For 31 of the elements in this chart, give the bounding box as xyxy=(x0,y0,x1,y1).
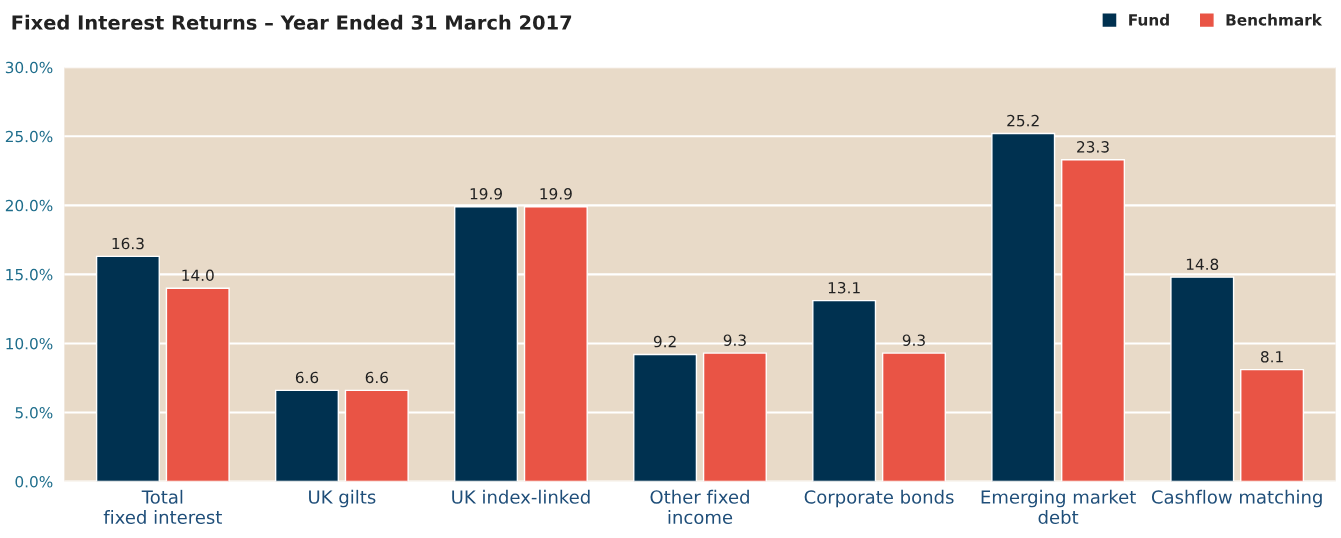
x-tick-label: UK gilts xyxy=(309,489,376,508)
y-tick-label: 10.0% xyxy=(6,337,53,350)
data-label: 25.2 xyxy=(1007,114,1039,127)
y-tick-label: 20.0% xyxy=(5,199,53,212)
y-tick-label: 0.0% xyxy=(15,475,53,488)
y-tick-label: 5.0% xyxy=(15,406,53,419)
x-tick-label: Total fixed interest xyxy=(103,489,222,525)
chart-title: Fixed Interest Returns – Year Ended 31 March 2017 xyxy=(12,14,572,30)
x-tick-label: Cashflow matching xyxy=(1151,489,1322,508)
x-tick-label: Other fixed income xyxy=(650,489,749,525)
x-tick-label: Corporate bonds xyxy=(804,489,954,508)
data-label: 19.9 xyxy=(540,188,572,200)
data-label: 8.1 xyxy=(1260,350,1283,363)
data-label: 9.3 xyxy=(902,334,925,346)
y-tick-label: 15.0% xyxy=(6,268,53,281)
data-label: 9.3 xyxy=(723,334,746,346)
data-label: 6.6 xyxy=(295,371,319,384)
data-label: 13.1 xyxy=(828,281,860,294)
y-tick-label: 30.0% xyxy=(5,61,53,74)
y-tick-label: 25.0% xyxy=(5,130,53,143)
x-tick-label: Emerging market debt xyxy=(981,489,1136,525)
data-label: 9.2 xyxy=(653,335,676,348)
x-tick-label: UK index-linked xyxy=(452,489,590,504)
data-label: 6.6 xyxy=(365,371,388,384)
data-label: 16.3 xyxy=(112,237,144,250)
data-label: 23.3 xyxy=(1077,141,1109,153)
data-label: 19.9 xyxy=(470,188,502,200)
data-label: 14.0 xyxy=(182,269,214,282)
legend-label: Fund xyxy=(1129,13,1169,26)
legend-label: Benchmark xyxy=(1226,13,1323,26)
data-label: 14.8 xyxy=(1186,258,1219,271)
